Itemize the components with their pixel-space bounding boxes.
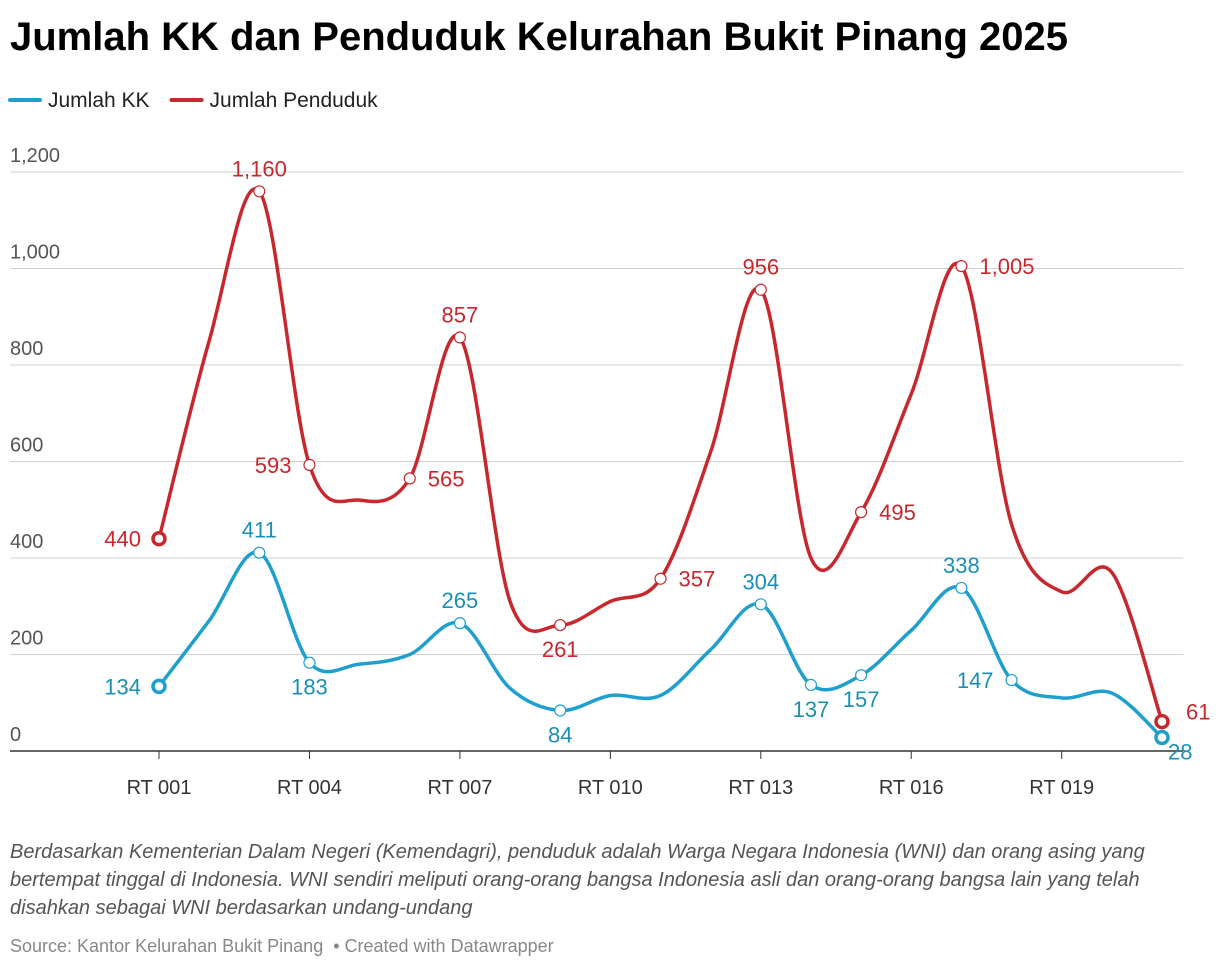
data-label: 84	[548, 722, 572, 747]
point-marker	[754, 598, 767, 611]
point-marker	[453, 617, 466, 630]
data-label: 183	[291, 675, 328, 700]
data-label: 304	[742, 569, 779, 594]
y-tick-label: 1,000	[10, 242, 60, 264]
point-marker	[854, 506, 868, 519]
data-label: 357	[679, 567, 716, 592]
point-marker	[654, 572, 667, 585]
data-label: 593	[255, 453, 292, 478]
point-marker	[955, 581, 968, 595]
note: Berdasarkan Kementerian Dalam Negeri (Ke…	[10, 841, 1145, 919]
y-tick-label: 600	[10, 435, 43, 457]
data-label: 956	[742, 255, 779, 280]
source: Source: Kantor Kelurahan Bukit Pinang • Cr…	[10, 936, 554, 956]
line	[157, 187, 1164, 723]
point-marker	[554, 618, 567, 632]
x-tick-label: RT 007	[427, 777, 492, 799]
data-label: 61	[1186, 700, 1210, 725]
x-tick-label: RT 019	[1029, 777, 1094, 799]
end-marker	[1154, 729, 1170, 746]
data-label: 157	[843, 687, 880, 712]
data-label: 1,160	[232, 156, 287, 181]
data-label: 1,005	[979, 254, 1034, 279]
y-tick-label: 1,200	[10, 145, 60, 167]
source-text: Source: Kantor Kelurahan Bukit Pinang	[10, 936, 323, 956]
y-tick-label: 0	[10, 724, 21, 746]
point-marker	[854, 669, 868, 682]
x-tick-label: RT 016	[879, 777, 944, 799]
point-marker	[554, 704, 567, 717]
separator: •	[333, 936, 339, 956]
point-marker	[804, 678, 818, 691]
legend-label: Jumlah KK	[48, 89, 150, 112]
y-tick-label: 200	[10, 628, 43, 650]
data-label: 338	[943, 553, 980, 578]
point-marker	[453, 331, 466, 344]
data-label: 565	[428, 466, 465, 491]
point-marker	[303, 656, 316, 669]
point-marker	[754, 283, 767, 296]
data-label: 147	[957, 668, 994, 693]
end-marker	[1154, 713, 1170, 730]
point-marker	[253, 185, 266, 198]
data-label: 411	[242, 518, 277, 543]
data-label: 134	[104, 674, 141, 699]
x-tick-label: RT 004	[277, 777, 342, 799]
x-tick-label: RT 001	[127, 777, 192, 799]
end-marker	[151, 530, 167, 547]
data-label: 495	[879, 500, 916, 525]
end-marker	[151, 678, 167, 695]
point-marker	[403, 472, 416, 485]
x-tick-label: RT 013	[728, 777, 793, 799]
point-marker	[303, 458, 316, 471]
y-tick-label: 800	[10, 338, 43, 360]
point-marker	[955, 259, 968, 273]
data-label: 440	[104, 527, 141, 552]
data-label: 137	[793, 697, 830, 722]
point-marker	[253, 546, 266, 559]
point-marker	[1005, 673, 1018, 687]
data-label: 857	[442, 302, 479, 327]
data-label: 261	[542, 637, 579, 662]
legend-label: Jumlah Penduduk	[210, 89, 379, 112]
chart-title: Jumlah KK dan Penduduk Kelurahan Bukit P…	[10, 15, 1068, 59]
x-tick-label: RT 010	[578, 777, 643, 799]
note-box: Berdasarkan Kementerian Dalam Negeri (Ke…	[10, 841, 1145, 919]
data-label: 28	[1168, 739, 1192, 764]
data-label: 265	[442, 588, 479, 613]
credit: Created with Datawrapper	[345, 936, 554, 956]
y-tick-label: 400	[10, 531, 43, 553]
